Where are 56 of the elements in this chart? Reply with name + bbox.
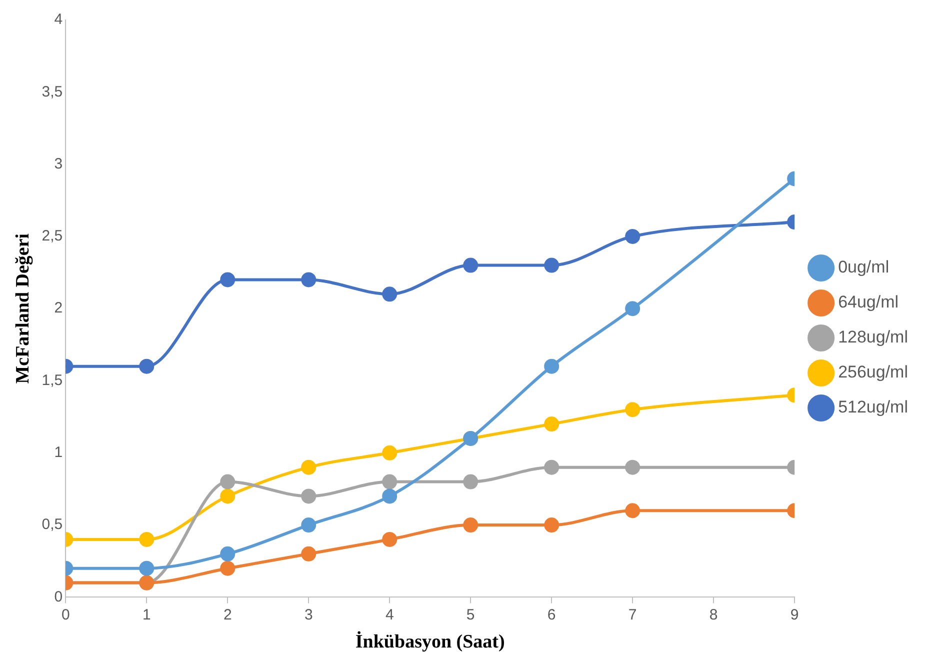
point bbox=[220, 560, 236, 576]
x-tick-label: 3 bbox=[304, 606, 313, 624]
point bbox=[463, 518, 478, 533]
y-axis-title: McFarland Değeri bbox=[12, 233, 34, 384]
point bbox=[220, 272, 236, 288]
point bbox=[301, 518, 316, 533]
legend-label: 128ug/ml bbox=[838, 328, 908, 347]
y-tick-label: 0,5 bbox=[42, 516, 63, 534]
x-tick-label: 2 bbox=[223, 606, 232, 624]
point bbox=[544, 258, 560, 273]
point bbox=[139, 532, 154, 547]
x-tick-label: 7 bbox=[628, 606, 637, 624]
point bbox=[463, 258, 478, 273]
x-tick-label: 4 bbox=[385, 606, 394, 624]
point bbox=[625, 460, 640, 475]
x-tick-label: 6 bbox=[547, 606, 556, 624]
point bbox=[220, 474, 236, 490]
y-tick-label: 3 bbox=[54, 155, 63, 172]
point bbox=[544, 416, 560, 432]
x-tick-label: 8 bbox=[709, 606, 718, 624]
y-tick-label: 3,5 bbox=[42, 83, 63, 100]
point bbox=[301, 488, 316, 504]
point bbox=[625, 402, 640, 418]
point bbox=[544, 518, 560, 533]
point bbox=[625, 301, 640, 316]
y-tick-label: 2 bbox=[54, 300, 63, 317]
point bbox=[139, 358, 154, 374]
x-axis-title: İnkübasyon (Saat) bbox=[355, 630, 505, 653]
y-tick-label: 0 bbox=[54, 588, 63, 606]
x-tick-label: 1 bbox=[142, 606, 151, 624]
x-tick-label: 5 bbox=[466, 606, 475, 624]
y-tick-label: 1 bbox=[54, 444, 63, 462]
point bbox=[544, 358, 560, 374]
point bbox=[382, 445, 398, 460]
point bbox=[625, 228, 640, 244]
legend-label: 256ug/ml bbox=[838, 362, 908, 382]
legend-label: 0ug/ml bbox=[838, 258, 890, 277]
point bbox=[544, 460, 560, 475]
y-tick-label: 4 bbox=[54, 11, 63, 28]
y-tick-label: 2,5 bbox=[42, 228, 63, 245]
point bbox=[301, 272, 316, 288]
point bbox=[220, 488, 236, 504]
x-tick-label: 9 bbox=[790, 606, 799, 624]
point bbox=[625, 503, 640, 518]
legend-label: 512ug/ml bbox=[838, 398, 908, 417]
point bbox=[301, 460, 316, 475]
y-tick-label: 1,5 bbox=[42, 372, 63, 389]
point bbox=[382, 286, 398, 302]
point bbox=[139, 560, 154, 576]
point bbox=[382, 532, 398, 547]
point bbox=[382, 488, 398, 504]
point bbox=[463, 474, 478, 490]
point bbox=[220, 546, 236, 562]
point bbox=[301, 546, 316, 562]
point bbox=[382, 474, 398, 490]
legend-label: 64ug/ml bbox=[838, 292, 899, 312]
